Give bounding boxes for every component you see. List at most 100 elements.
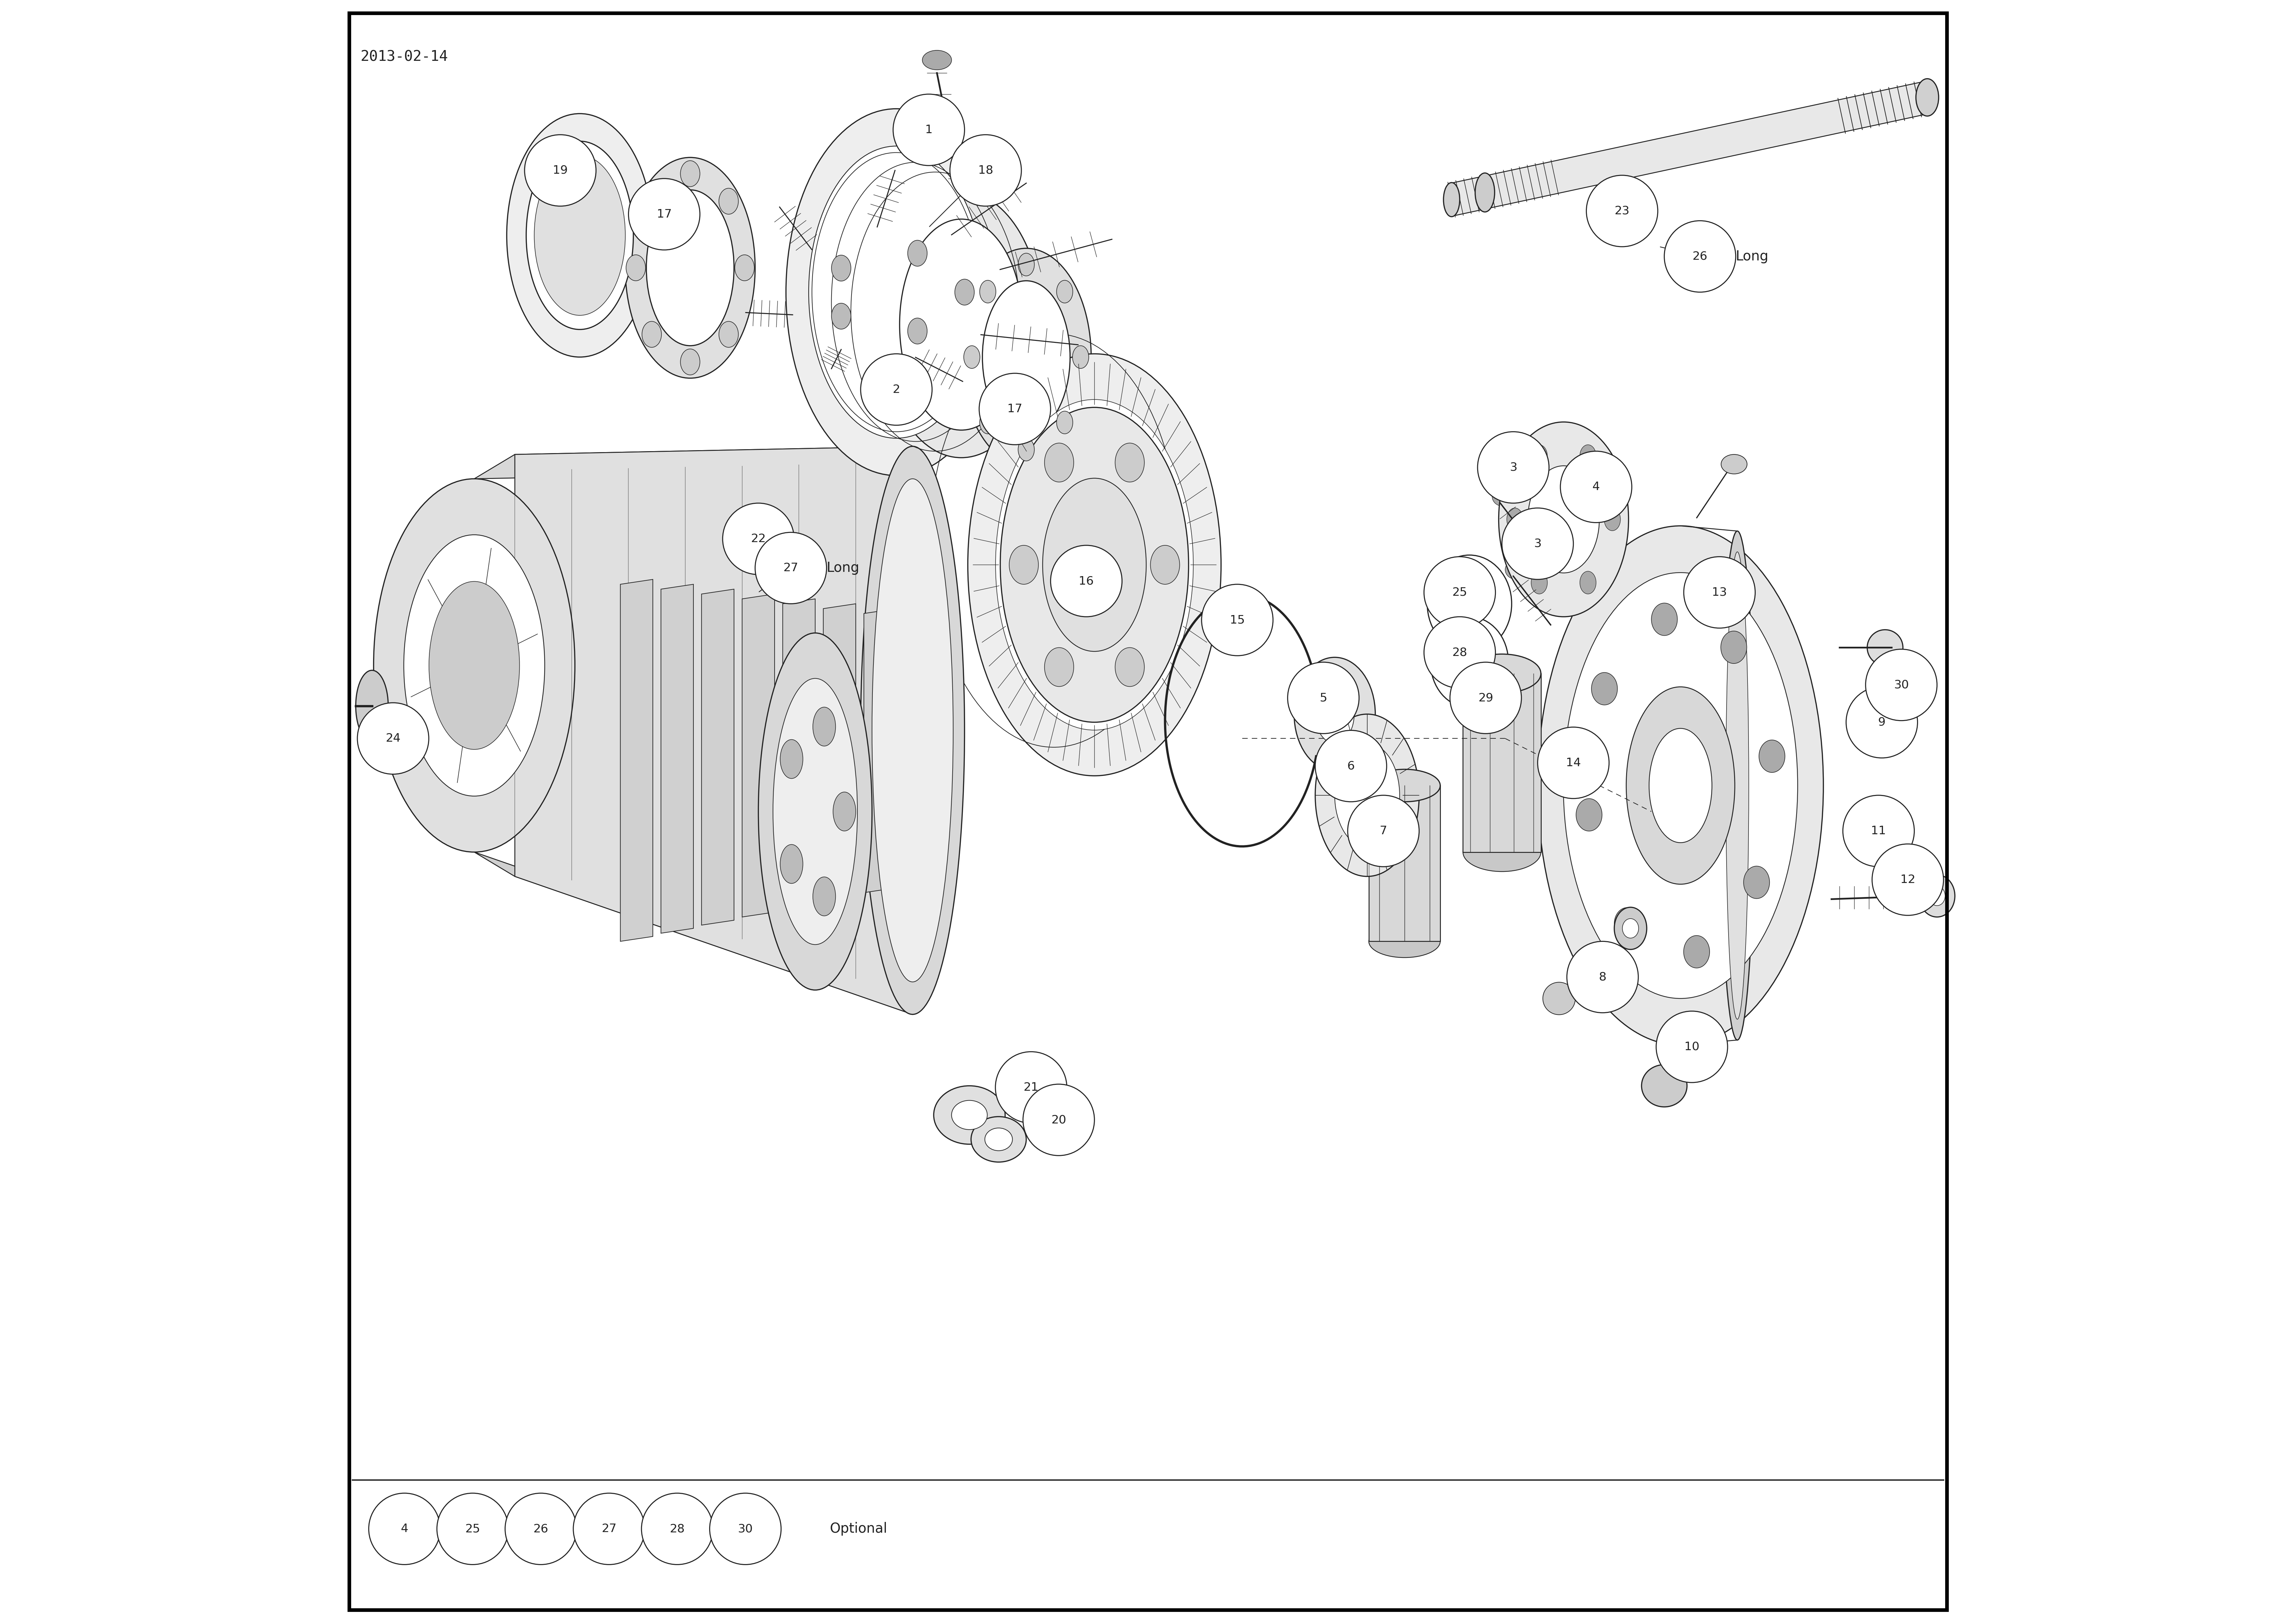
Ellipse shape: [861, 446, 964, 1014]
Ellipse shape: [1623, 919, 1639, 938]
Circle shape: [1561, 451, 1632, 523]
Circle shape: [436, 1493, 507, 1565]
Ellipse shape: [1474, 174, 1495, 213]
Polygon shape: [475, 852, 912, 1014]
Circle shape: [1683, 557, 1754, 628]
Ellipse shape: [879, 192, 1042, 458]
Text: 29: 29: [1479, 693, 1492, 703]
Ellipse shape: [781, 740, 804, 779]
Text: 2: 2: [893, 385, 900, 394]
Ellipse shape: [1649, 729, 1713, 842]
Circle shape: [1024, 1084, 1095, 1156]
Circle shape: [978, 373, 1052, 445]
Ellipse shape: [1001, 407, 1189, 722]
Ellipse shape: [526, 141, 634, 329]
Circle shape: [951, 135, 1022, 206]
Ellipse shape: [900, 219, 1024, 430]
Ellipse shape: [1727, 552, 1750, 1019]
Text: 6: 6: [1348, 761, 1355, 771]
Ellipse shape: [1316, 714, 1419, 876]
Ellipse shape: [962, 248, 1091, 466]
Ellipse shape: [1614, 907, 1646, 949]
Ellipse shape: [1538, 526, 1823, 1045]
Polygon shape: [703, 589, 735, 925]
Ellipse shape: [980, 411, 996, 433]
Text: 21: 21: [1024, 1083, 1038, 1092]
Ellipse shape: [643, 321, 661, 347]
Ellipse shape: [356, 670, 388, 742]
Text: 11: 11: [1871, 826, 1885, 836]
Circle shape: [996, 1052, 1068, 1123]
Circle shape: [1655, 1011, 1727, 1083]
Ellipse shape: [1915, 80, 1938, 117]
Text: 30: 30: [737, 1524, 753, 1534]
Ellipse shape: [758, 633, 872, 990]
Ellipse shape: [680, 161, 700, 187]
Ellipse shape: [808, 146, 985, 438]
Text: 12: 12: [1901, 875, 1915, 885]
Text: 14: 14: [1566, 758, 1582, 768]
Ellipse shape: [1591, 672, 1616, 704]
Circle shape: [723, 503, 794, 575]
Ellipse shape: [627, 255, 645, 281]
Circle shape: [629, 179, 700, 250]
Circle shape: [1424, 557, 1495, 628]
Ellipse shape: [1564, 573, 1798, 998]
Ellipse shape: [1531, 445, 1548, 467]
Circle shape: [1451, 662, 1522, 734]
Ellipse shape: [374, 479, 574, 852]
Polygon shape: [1368, 786, 1440, 941]
Circle shape: [893, 94, 964, 166]
Ellipse shape: [1605, 508, 1621, 531]
Polygon shape: [742, 594, 774, 917]
Ellipse shape: [1506, 560, 1527, 579]
Ellipse shape: [934, 1086, 1006, 1144]
Ellipse shape: [907, 240, 928, 266]
Text: 1: 1: [925, 125, 932, 135]
Circle shape: [641, 1493, 712, 1565]
Circle shape: [1201, 584, 1272, 656]
Circle shape: [1479, 432, 1550, 503]
Text: 3: 3: [1508, 463, 1518, 472]
Ellipse shape: [1428, 555, 1511, 652]
Ellipse shape: [996, 399, 1194, 730]
Text: 18: 18: [978, 166, 994, 175]
Ellipse shape: [907, 318, 928, 344]
Ellipse shape: [923, 50, 951, 70]
Ellipse shape: [643, 188, 661, 214]
Ellipse shape: [404, 536, 544, 797]
Ellipse shape: [774, 678, 856, 945]
Ellipse shape: [1642, 1065, 1688, 1107]
Ellipse shape: [1045, 648, 1075, 687]
Ellipse shape: [1651, 604, 1678, 636]
Ellipse shape: [1072, 346, 1088, 368]
Ellipse shape: [1720, 631, 1747, 664]
Ellipse shape: [1531, 571, 1548, 594]
Text: 3: 3: [1534, 539, 1541, 549]
Ellipse shape: [1463, 833, 1541, 872]
Text: Long: Long: [1736, 250, 1768, 263]
Polygon shape: [661, 584, 693, 933]
Ellipse shape: [1919, 875, 1954, 917]
Ellipse shape: [971, 1117, 1026, 1162]
Ellipse shape: [1492, 487, 1515, 506]
Text: 4: 4: [1593, 482, 1600, 492]
Ellipse shape: [1720, 531, 1754, 1040]
Ellipse shape: [1463, 654, 1541, 693]
Text: 26: 26: [533, 1524, 549, 1534]
Ellipse shape: [872, 479, 953, 982]
Text: 10: 10: [1685, 1042, 1699, 1052]
Text: 30: 30: [1894, 680, 1908, 690]
Ellipse shape: [1981, 690, 2007, 719]
Ellipse shape: [1722, 454, 1747, 474]
Circle shape: [1844, 795, 1915, 867]
Ellipse shape: [1116, 443, 1143, 482]
Text: 15: 15: [1231, 615, 1244, 625]
Ellipse shape: [1295, 657, 1375, 771]
Ellipse shape: [813, 708, 836, 747]
Text: 23: 23: [1614, 206, 1630, 216]
Circle shape: [505, 1493, 576, 1565]
Circle shape: [370, 1493, 441, 1565]
Polygon shape: [1449, 81, 1931, 216]
Ellipse shape: [625, 157, 755, 378]
